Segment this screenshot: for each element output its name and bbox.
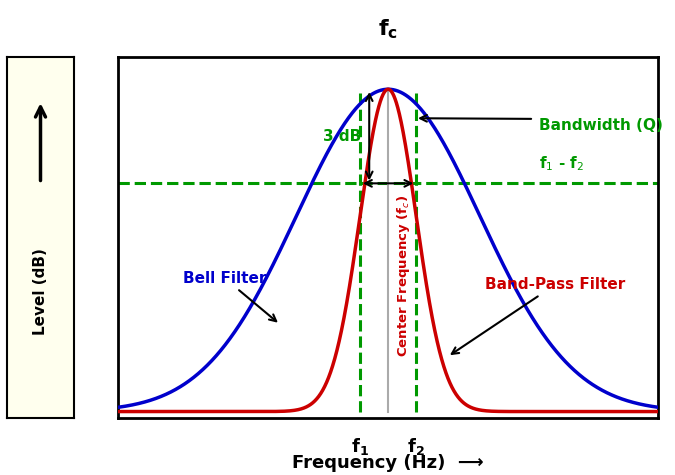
Text: Bell Filter: Bell Filter <box>183 271 276 321</box>
Text: Level (dB): Level (dB) <box>33 248 48 335</box>
Text: $\mathbf{f_c}$: $\mathbf{f_c}$ <box>378 17 398 41</box>
Text: Band-Pass Filter: Band-Pass Filter <box>452 277 626 354</box>
Text: Center Frequency (f$_c$): Center Frequency (f$_c$) <box>395 195 412 357</box>
Text: $\mathbf{f_1}$: $\mathbf{f_1}$ <box>351 436 369 457</box>
Text: $\mathbf{f_2}$: $\mathbf{f_2}$ <box>407 436 425 457</box>
Text: Frequency (Hz)  ⟶: Frequency (Hz) ⟶ <box>292 454 484 472</box>
Text: f$_1$ - f$_2$: f$_1$ - f$_2$ <box>539 155 585 173</box>
Text: 3 dB: 3 dB <box>323 129 361 144</box>
Text: Bandwidth (Q): Bandwidth (Q) <box>539 118 664 133</box>
